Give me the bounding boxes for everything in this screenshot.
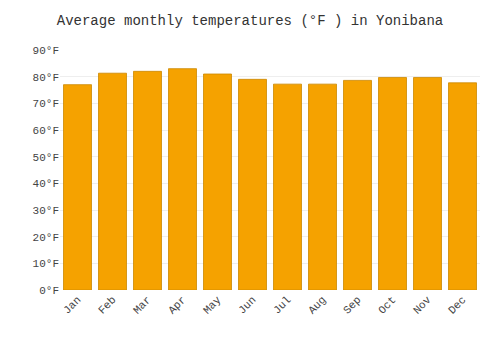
svg-text:70°F: 70°F [33,98,59,110]
svg-text:Sep: Sep [341,294,363,316]
svg-text:20°F: 20°F [33,232,59,244]
svg-text:0°F: 0°F [39,285,59,297]
svg-text:Jun: Jun [236,294,258,316]
svg-text:Jan: Jan [61,294,83,316]
svg-text:May: May [201,294,224,317]
svg-text:Jul: Jul [271,294,293,316]
svg-text:Aug: Aug [306,294,328,316]
svg-text:Feb: Feb [96,294,118,316]
svg-text:10°F: 10°F [33,258,59,270]
svg-text:60°F: 60°F [33,125,59,137]
svg-text:Apr: Apr [166,294,188,316]
svg-text:80°F: 80°F [33,72,59,84]
svg-text:40°F: 40°F [33,178,59,190]
svg-text:Oct: Oct [376,294,398,316]
svg-text:Mar: Mar [131,294,153,316]
svg-text:Nov: Nov [411,294,434,317]
svg-text:Average monthly temperatures (: Average monthly temperatures (°F ) in Yo… [57,13,443,29]
svg-text:90°F: 90°F [33,45,59,57]
svg-text:30°F: 30°F [33,205,59,217]
svg-text:Dec: Dec [446,294,468,316]
svg-text:50°F: 50°F [33,152,59,164]
